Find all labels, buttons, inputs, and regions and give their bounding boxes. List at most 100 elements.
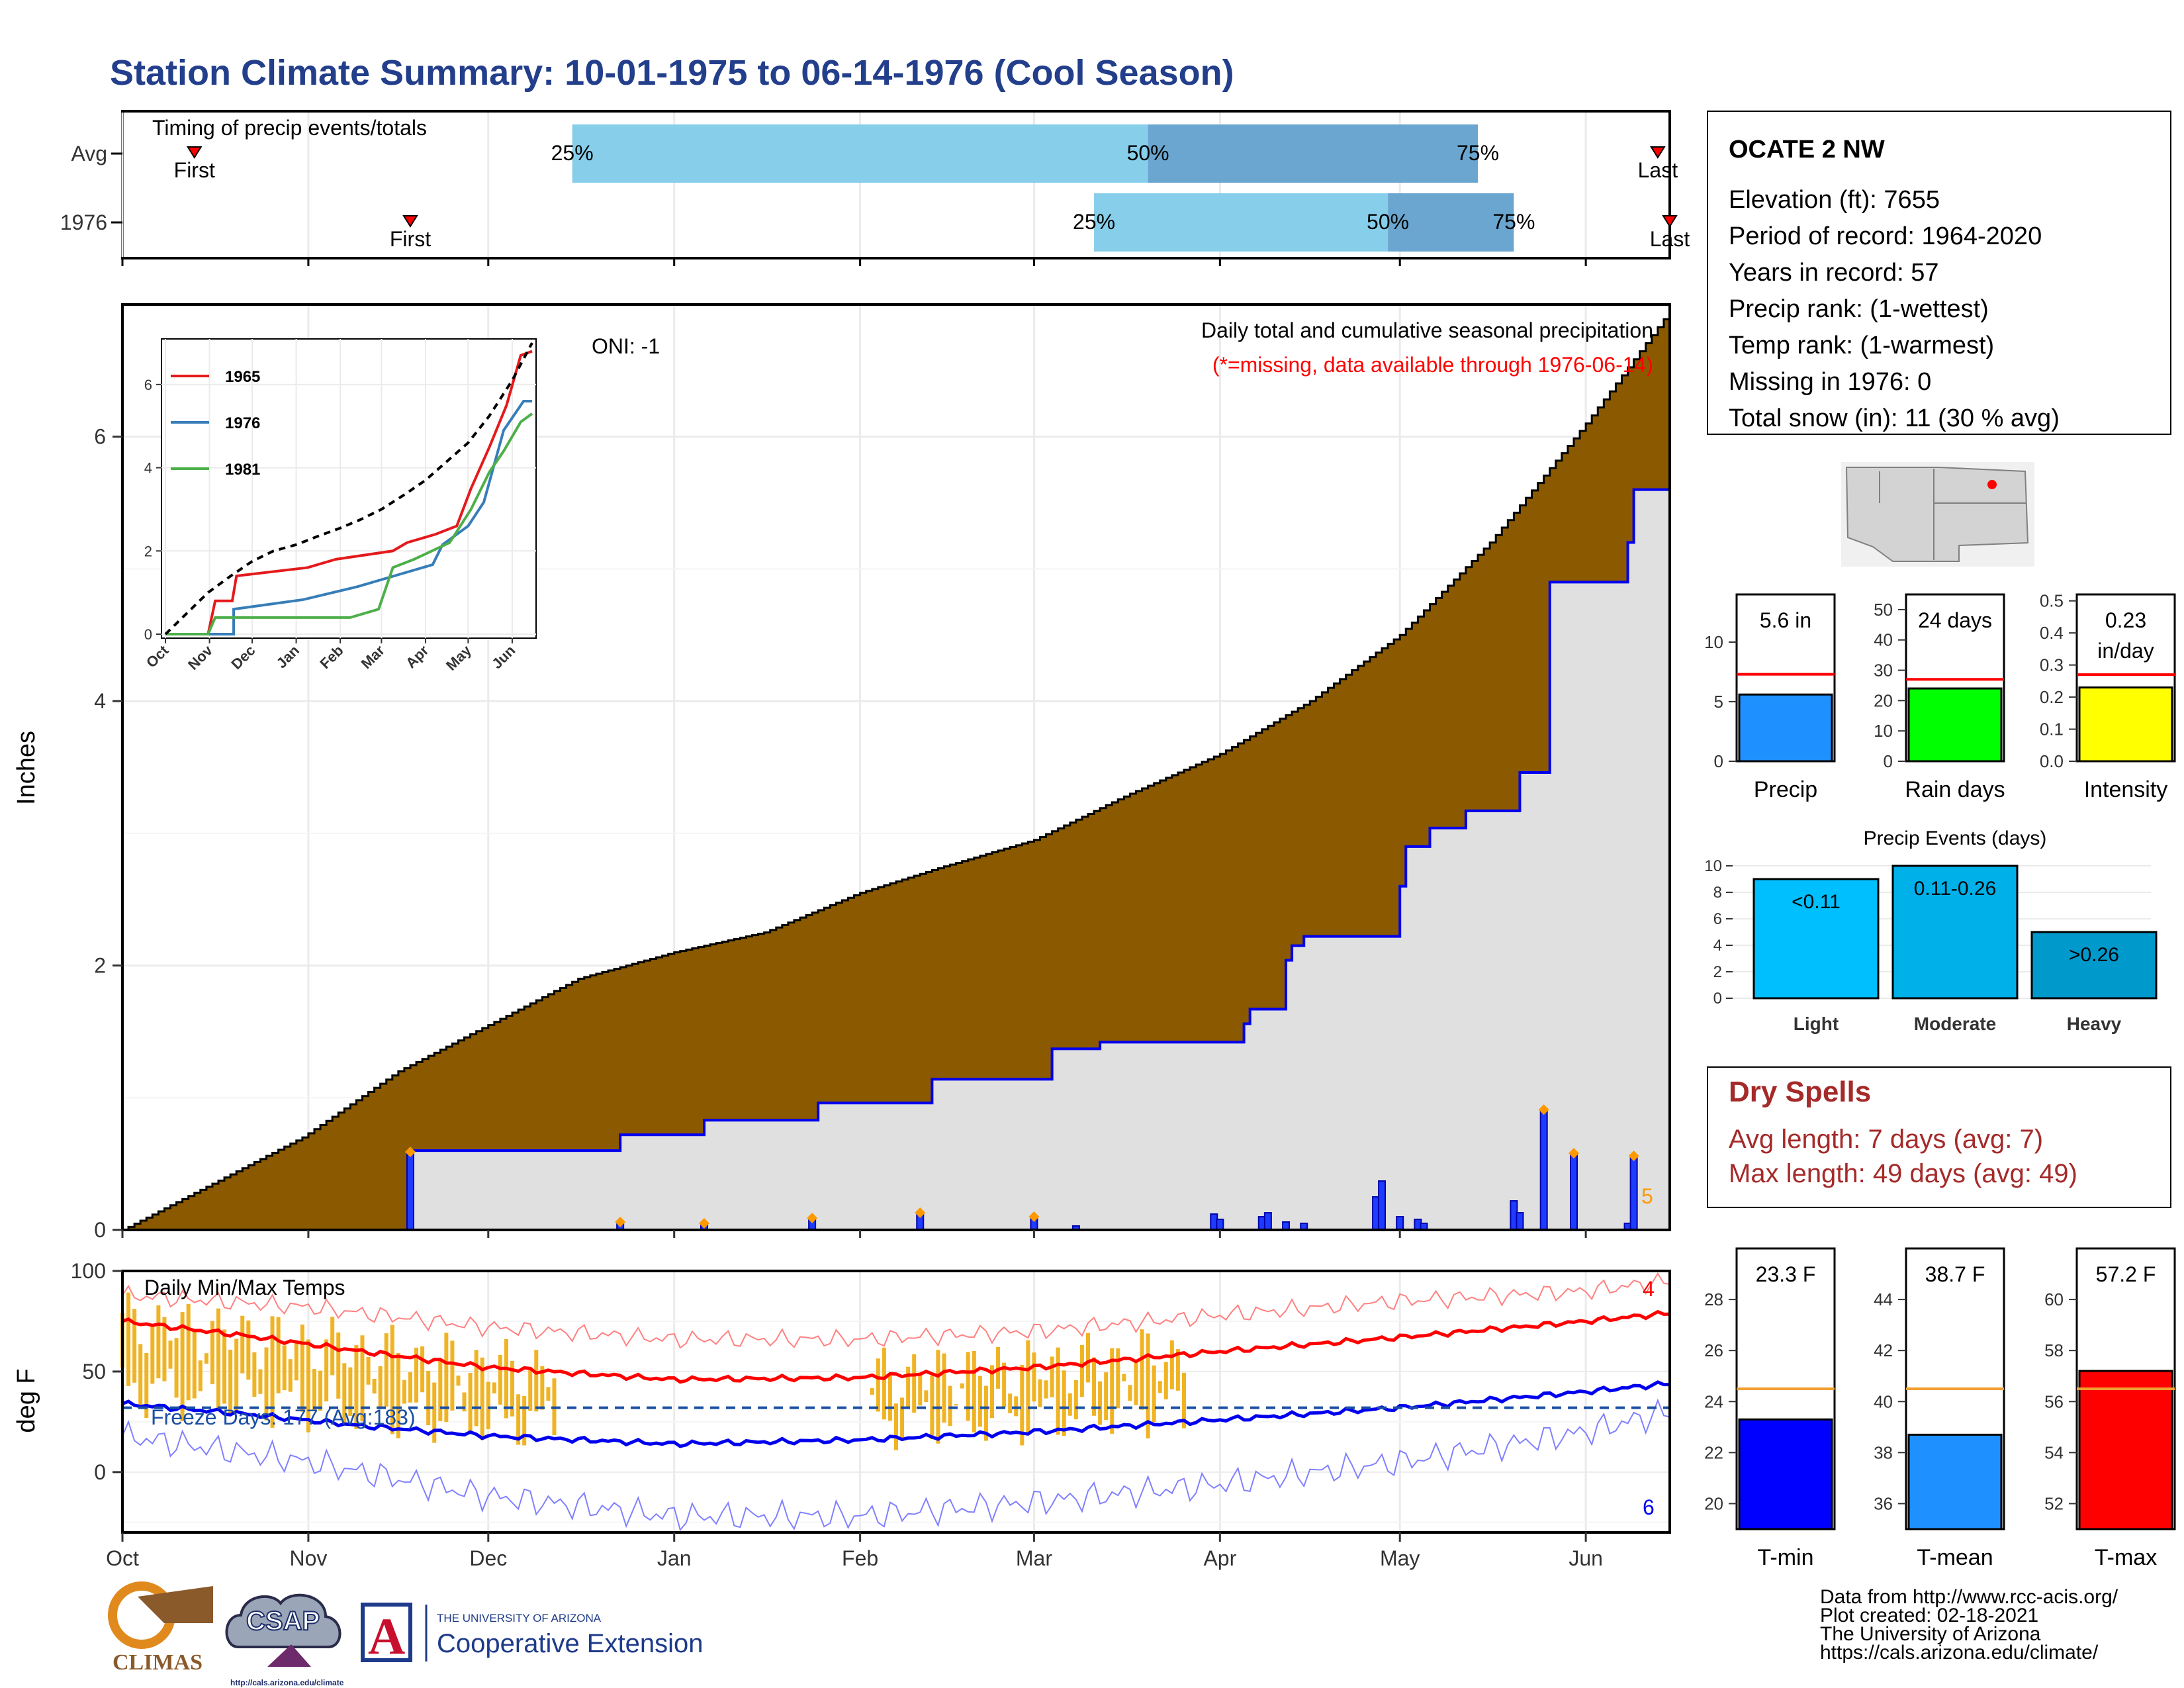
info-line-snow: Total snow (in): 11 (30 % avg) xyxy=(1729,404,2060,432)
precip-y-tick-label: 4 xyxy=(94,689,106,713)
info-line-temp-rank: Temp rank: (1-warmest) xyxy=(1729,332,1994,359)
temp-range-bar xyxy=(1020,1364,1024,1446)
temp-range-bar xyxy=(948,1385,952,1427)
precip-event-marker xyxy=(699,1218,710,1229)
cumulative-1976-area xyxy=(122,489,1670,1230)
precip-count-label: 5 xyxy=(1641,1184,1653,1208)
precip-event-marker xyxy=(1538,1104,1549,1115)
stat-bar-tick-label: 58 xyxy=(2044,1340,2064,1360)
temp-range-bar xyxy=(144,1352,149,1419)
timing-panel: Timing of precip events/totals Avg 25% 50%… xyxy=(60,110,1690,266)
stat-bar-value-label: 38.7 F xyxy=(1925,1262,1985,1286)
temp-range-bar xyxy=(378,1366,383,1409)
temp-range-bar xyxy=(1163,1362,1168,1399)
stat-bar-tick-label: 30 xyxy=(1874,661,1893,680)
month-x-tick-label: Jun xyxy=(1569,1546,1603,1570)
temp-range-bar xyxy=(258,1369,263,1394)
temp-range-bar xyxy=(186,1303,191,1401)
stat-bar-value-label: 24 days xyxy=(1918,608,1992,632)
temp-range-bar xyxy=(396,1352,400,1438)
temp-range-bar xyxy=(528,1367,533,1411)
dry-max-length: Max length: 49 days (avg: 49) xyxy=(1729,1159,2077,1188)
stat-bar-tick-label: 10 xyxy=(1704,632,1723,652)
inset-line xyxy=(164,342,533,635)
inset-line xyxy=(165,400,532,635)
oni-label: ONI: -1 xyxy=(592,334,660,358)
timing-pct-label: 75% xyxy=(1492,210,1535,234)
temp-range-bar xyxy=(342,1363,347,1423)
footer-line-data: Data from http://www.rcc-acis.org/ xyxy=(1820,1586,2118,1608)
map-border-co xyxy=(1879,471,2026,504)
stat-bar-value-label: 57.2 F xyxy=(2096,1262,2156,1286)
temp-range-bar xyxy=(887,1374,892,1421)
stat-bar-value xyxy=(1907,687,2003,763)
stat-bar-tick-label: 20 xyxy=(1874,690,1893,710)
info-line-precip-rank: Precip rank: (1-wettest) xyxy=(1729,295,1989,323)
temp-range-bar xyxy=(1140,1329,1144,1410)
events-y-tick-label: 10 xyxy=(1704,857,1722,875)
temp-range-bar xyxy=(540,1366,545,1410)
temp-range-bar xyxy=(870,1387,874,1395)
freeze-days-label: Freeze Days: 177 (Avg:183) xyxy=(151,1405,416,1429)
temp-range-bar xyxy=(900,1397,905,1440)
precip-event-marker xyxy=(615,1217,626,1228)
inset-grid xyxy=(161,339,536,638)
stat-bar-chart: 0 10 20 30 40 50 24 days Rain days xyxy=(1874,593,2005,802)
temp-range-bar xyxy=(1152,1365,1156,1423)
temp-y-tick-label: 50 xyxy=(82,1360,106,1383)
timing-event-label: First xyxy=(174,158,215,182)
daily-precip-bar xyxy=(406,1152,414,1231)
footer-line-created: Plot created: 02-18-2021 xyxy=(1820,1605,2038,1626)
stat-bar-tick-label: 22 xyxy=(1704,1442,1723,1462)
temp-range-bar xyxy=(474,1350,478,1427)
temp-range-bar xyxy=(156,1305,161,1379)
temp-range-bar xyxy=(942,1353,946,1423)
inset-y-tick-label: 6 xyxy=(144,377,152,393)
page-title: Station Climate Summary: 10-01-1975 to 0… xyxy=(110,53,1234,93)
temp-range-bar xyxy=(312,1369,316,1411)
temp-range-bar xyxy=(924,1390,929,1403)
daily-precip-bar xyxy=(1516,1212,1524,1231)
temp-frame xyxy=(121,1270,1671,1534)
events-y-tick-label: 6 xyxy=(1713,910,1722,928)
info-line-missing: Missing in 1976: 0 xyxy=(1729,368,1931,396)
stat-bar-value xyxy=(1738,1418,1833,1530)
temp-range-bar xyxy=(270,1316,275,1428)
temp-range-bar xyxy=(324,1339,329,1402)
temp-range-bar xyxy=(246,1320,251,1380)
temp-range-bar xyxy=(1044,1380,1048,1399)
precip-y-tick-label: 6 xyxy=(94,425,106,449)
season-stat-bars: 0 5 10 5.6 in Precip 0 10 20 30 40 50 24 days Rain d… xyxy=(1704,591,2176,802)
temp-range-bar xyxy=(1104,1372,1109,1421)
daily-precip-bar xyxy=(1263,1212,1272,1231)
temp-range-bar xyxy=(456,1376,461,1386)
temp-range-bar xyxy=(168,1340,173,1369)
temp-range-bar xyxy=(983,1385,988,1441)
temp-range-bar xyxy=(294,1341,298,1381)
temp-range-bar xyxy=(918,1373,923,1406)
max-avg-line xyxy=(122,1309,1670,1384)
timing-bar-50-75 xyxy=(1148,124,1479,183)
temp-range-bar xyxy=(1002,1362,1007,1407)
ua-logo-small-text: THE UNIVERSITY OF ARIZONA xyxy=(437,1612,602,1624)
temp-range-bar xyxy=(1014,1396,1019,1417)
stat-bar-label: Precip xyxy=(1754,777,1817,802)
temp-range-bar xyxy=(1146,1333,1150,1438)
event-bar xyxy=(2030,931,2158,1000)
precip-event-marker xyxy=(807,1213,818,1224)
temp-range-bar xyxy=(216,1308,220,1411)
inset-line xyxy=(165,350,533,635)
stat-bar-value-label: 23.3 F xyxy=(1756,1262,1816,1286)
stat-bar-label: Rain days xyxy=(1905,777,2005,802)
event-bar xyxy=(1752,878,1880,1000)
csap-logo-text: CSAP xyxy=(246,1607,320,1636)
stat-bar-tick-label: 0.2 xyxy=(2040,687,2064,707)
map-states xyxy=(1845,467,2029,562)
timing-row-label: 1976 xyxy=(60,211,107,234)
temp-range-bar xyxy=(504,1338,508,1419)
temp-range-bar xyxy=(1008,1393,1013,1413)
temp-range-bar xyxy=(486,1382,490,1430)
temp-range-bar xyxy=(204,1353,208,1364)
climas-logo-text: CLIMAS xyxy=(113,1650,203,1675)
